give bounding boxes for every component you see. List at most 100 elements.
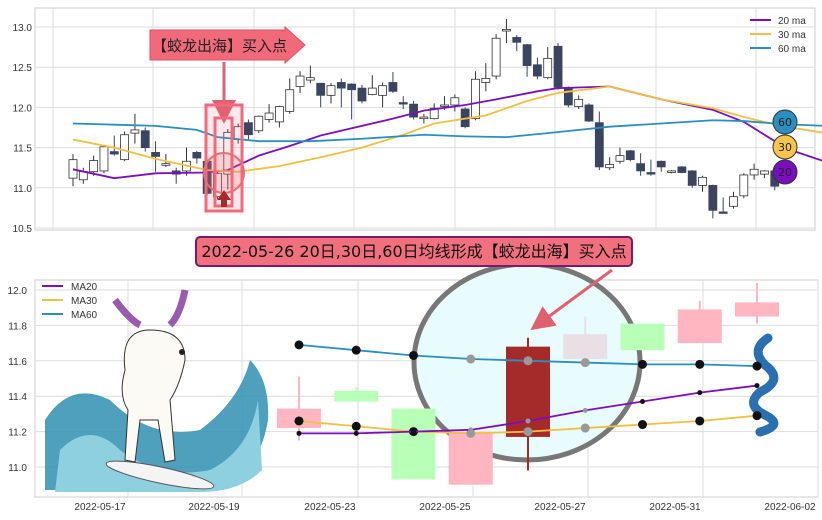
- candle-down: [533, 64, 542, 77]
- pointer-arrow: [530, 268, 613, 331]
- x-tick-label: 2022-05-19: [188, 502, 240, 513]
- candle-up: [667, 170, 676, 173]
- candle-down: [388, 82, 398, 92]
- top-label-text: 【蛟龙出海】买入点: [152, 37, 287, 55]
- dragon-horns: [112, 289, 189, 329]
- highlight-circle: [203, 152, 245, 194]
- ma-marker: [353, 430, 359, 436]
- candle-up: [739, 174, 749, 197]
- y-tick-label: 11.8: [8, 321, 27, 332]
- top-label-arrow-shape: [149, 25, 306, 65]
- candle-up: [481, 78, 491, 83]
- legend-label: MA30: [71, 296, 98, 307]
- badge-60: [772, 109, 798, 135]
- candle-down: [584, 104, 594, 122]
- badge-30: [772, 134, 798, 160]
- candle-down: [109, 151, 119, 155]
- badge-20: [772, 159, 798, 185]
- y-tick-label: 11.4: [8, 392, 27, 403]
- candle-body: [448, 431, 493, 485]
- y-tick-label: 11.6: [8, 357, 27, 368]
- ma-marker: [294, 416, 304, 426]
- signal-banner: [195, 236, 633, 267]
- ma-marker: [638, 359, 647, 369]
- buy-up-arrow-icon: [217, 190, 231, 207]
- candle-up: [471, 78, 480, 120]
- candle-down: [625, 150, 635, 161]
- 30ma-line: [72, 85, 822, 173]
- candle-up: [367, 87, 377, 95]
- candle-up: [161, 163, 171, 166]
- ma-marker: [752, 361, 762, 371]
- ma-marker: [409, 350, 418, 360]
- candle-up: [698, 176, 707, 186]
- candle-down: [398, 102, 408, 105]
- candle-body: [563, 334, 608, 360]
- candle-body: [334, 390, 379, 402]
- candle-down: [336, 82, 346, 89]
- y-tick-label: 11.0: [8, 463, 27, 474]
- ma-marker: [695, 416, 705, 426]
- legend-label: 30 ma: [778, 30, 806, 41]
- x-tick-label: 2022-05-31: [649, 502, 701, 513]
- candle-up: [605, 164, 615, 169]
- candle-down: [646, 172, 656, 175]
- badge-60-text: 60: [778, 116, 792, 129]
- candle-up: [130, 129, 140, 134]
- candle-down: [316, 82, 326, 96]
- candle-down: [522, 44, 532, 66]
- ma-marker: [468, 427, 474, 433]
- legend-label: MA60: [71, 310, 98, 321]
- candle-up: [543, 57, 553, 79]
- ma-marker: [640, 399, 645, 405]
- candle-down: [409, 103, 418, 118]
- x-tick-label: 2022-05-23: [304, 502, 356, 513]
- candle-up: [749, 168, 759, 176]
- candle-up: [440, 104, 449, 107]
- ma-marker: [411, 429, 416, 435]
- ma-marker: [582, 407, 588, 413]
- legend-label: 60 ma: [778, 44, 806, 55]
- legend-label: MA20: [71, 282, 98, 293]
- ma-marker: [638, 420, 647, 430]
- x-tick-label: 2022-06-02: [764, 502, 816, 513]
- candle-up: [326, 85, 336, 96]
- x-tick-label: 2022-05-27: [534, 502, 586, 513]
- candle-up: [213, 172, 222, 198]
- candle-down: [687, 170, 697, 186]
- x-tick-label: 2022-05-17: [74, 502, 126, 513]
- badge-30-text: 30: [778, 141, 792, 154]
- candle-up: [429, 107, 439, 120]
- x-tick-label: 2022-05-25: [419, 502, 471, 513]
- dog-body: [121, 329, 186, 463]
- candle-up: [419, 116, 429, 120]
- dragon-illustration: [749, 333, 779, 437]
- y-tick-label: 11.2: [8, 428, 27, 439]
- candle-down: [636, 163, 645, 172]
- candle-down: [151, 152, 160, 157]
- candle-down: [553, 45, 563, 88]
- candle-body: [677, 309, 722, 344]
- wave-foam: [55, 400, 262, 492]
- candle-down: [656, 160, 666, 168]
- candle-up: [274, 106, 284, 123]
- candle-up: [264, 112, 274, 120]
- ma-marker: [296, 430, 302, 436]
- ma-marker: [695, 359, 705, 369]
- candle-down: [140, 130, 150, 149]
- ma-marker: [523, 356, 533, 366]
- badge-20-text: 20: [778, 166, 792, 179]
- candle-up: [574, 98, 584, 107]
- ma-marker: [752, 411, 762, 421]
- ma-marker: [525, 418, 531, 424]
- candle-up: [89, 160, 99, 173]
- dog-surfing-illustration: [45, 289, 269, 492]
- candle-body: [391, 408, 436, 480]
- y-tick-label: 12.0: [8, 286, 28, 297]
- ma-marker: [351, 421, 361, 431]
- candle-down: [357, 87, 367, 102]
- legend-label: 20 ma: [778, 16, 806, 27]
- candle-down: [708, 184, 718, 211]
- candle-up: [729, 196, 738, 207]
- candle-up: [502, 29, 511, 32]
